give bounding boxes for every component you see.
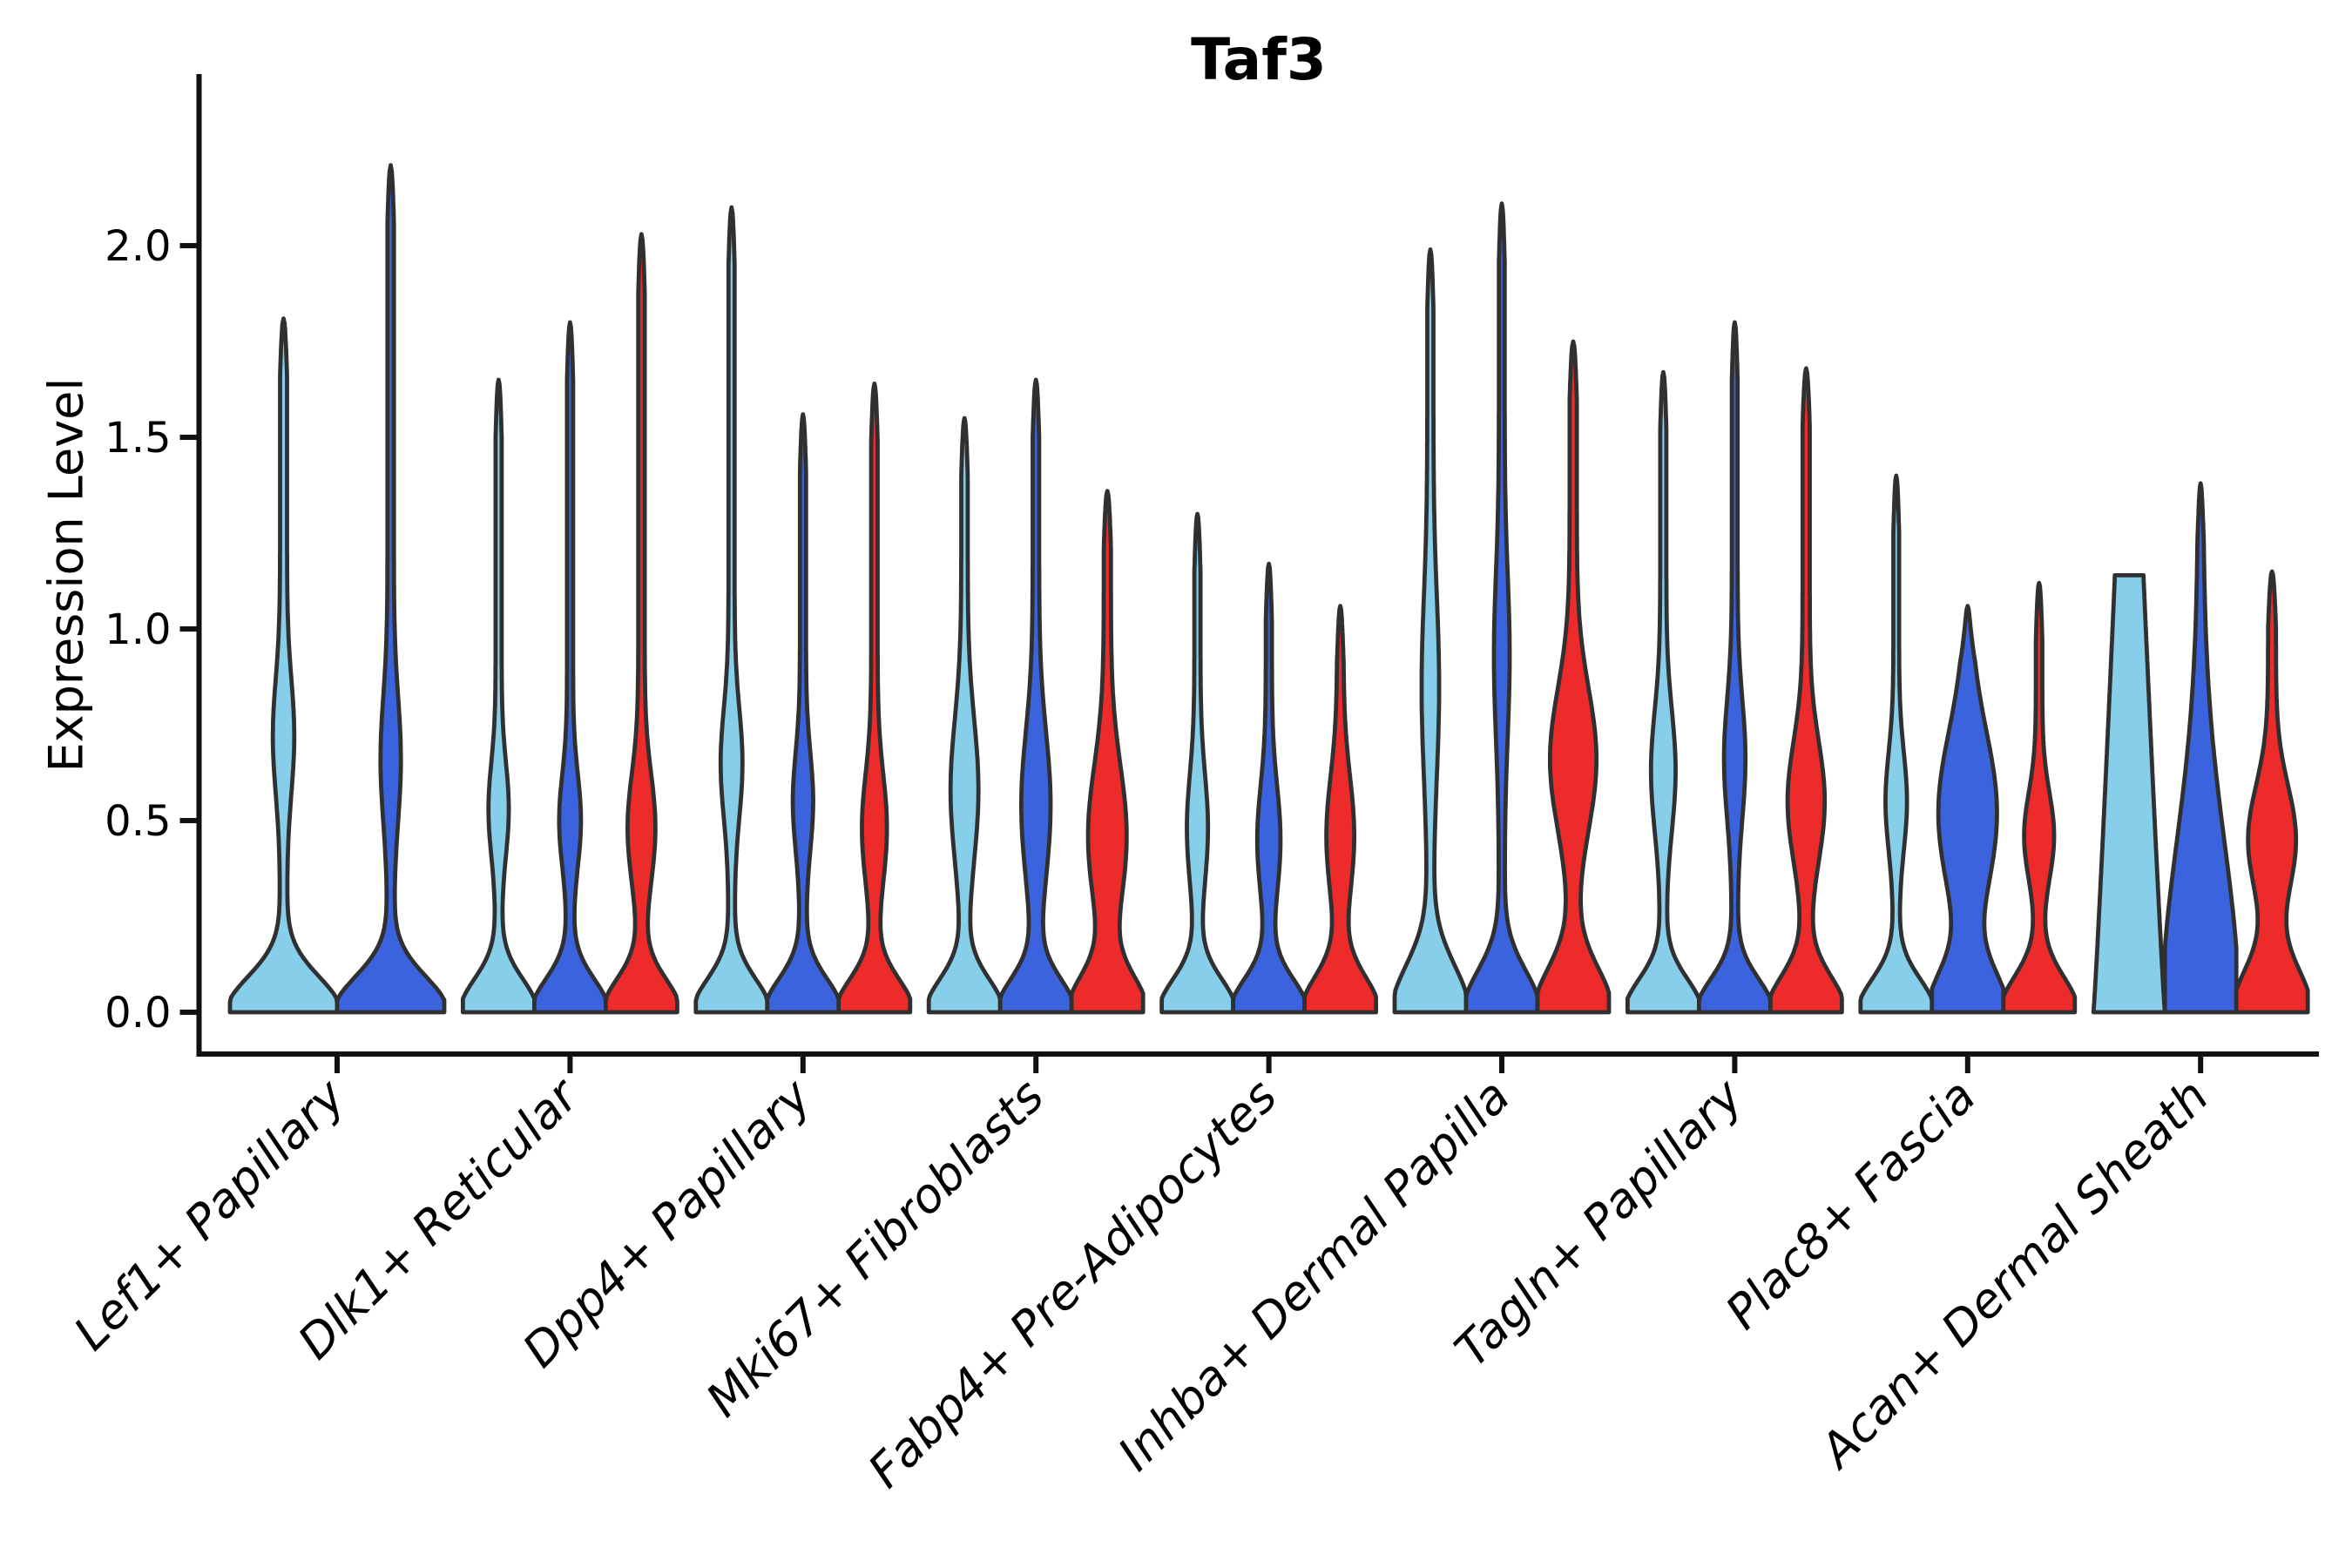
y-tick-label: 0.0 (105, 989, 171, 1037)
violin-red (2001, 580, 2078, 1015)
x-tick-label: Fabp4+ Pre-Adipocytes (857, 1069, 1287, 1498)
y-tick-label: 1.5 (105, 414, 171, 463)
violin-light_blue (1159, 511, 1235, 1015)
violin-royal_blue (2162, 481, 2239, 1015)
violin-light_blue (926, 416, 1003, 1015)
violin-light_blue (227, 316, 340, 1015)
violin-light_blue (1392, 247, 1469, 1015)
violin-light_blue (461, 377, 537, 1015)
y-tick-label: 1.0 (105, 605, 171, 654)
violin-red (2234, 569, 2310, 1015)
violin-red (1768, 366, 1844, 1015)
violin-royal_blue (997, 377, 1074, 1015)
violin-red (1302, 604, 1378, 1015)
violin-royal_blue (1231, 561, 1307, 1015)
violin-red (1535, 339, 1612, 1015)
violin-royal_blue (335, 163, 447, 1015)
y-tick-label: 2.0 (105, 222, 171, 271)
x-tick-label: Acan+ Dermal Sheath (1808, 1069, 2219, 1480)
violin-light_blue (693, 205, 770, 1015)
x-tick-label: Inhba+ Dermal Papilla (1107, 1069, 1520, 1482)
violin-light_blue (2091, 573, 2167, 1015)
x-tick-label: Plac8+ Fascia (1715, 1069, 1986, 1340)
violin-royal_blue (1697, 320, 1773, 1015)
violin-light_blue (1858, 473, 1935, 1015)
violin-royal_blue (532, 320, 608, 1015)
violin-royal_blue (765, 412, 841, 1015)
violin-red (836, 382, 913, 1015)
violin-royal_blue (1930, 604, 2006, 1015)
violin-red (604, 232, 679, 1015)
violin-red (1069, 489, 1146, 1015)
y-tick-label: 0.5 (105, 797, 171, 846)
violin-light_blue (1625, 369, 1701, 1015)
violin-royal_blue (1463, 201, 1540, 1015)
chart-title: Taf3 (1191, 26, 1327, 93)
